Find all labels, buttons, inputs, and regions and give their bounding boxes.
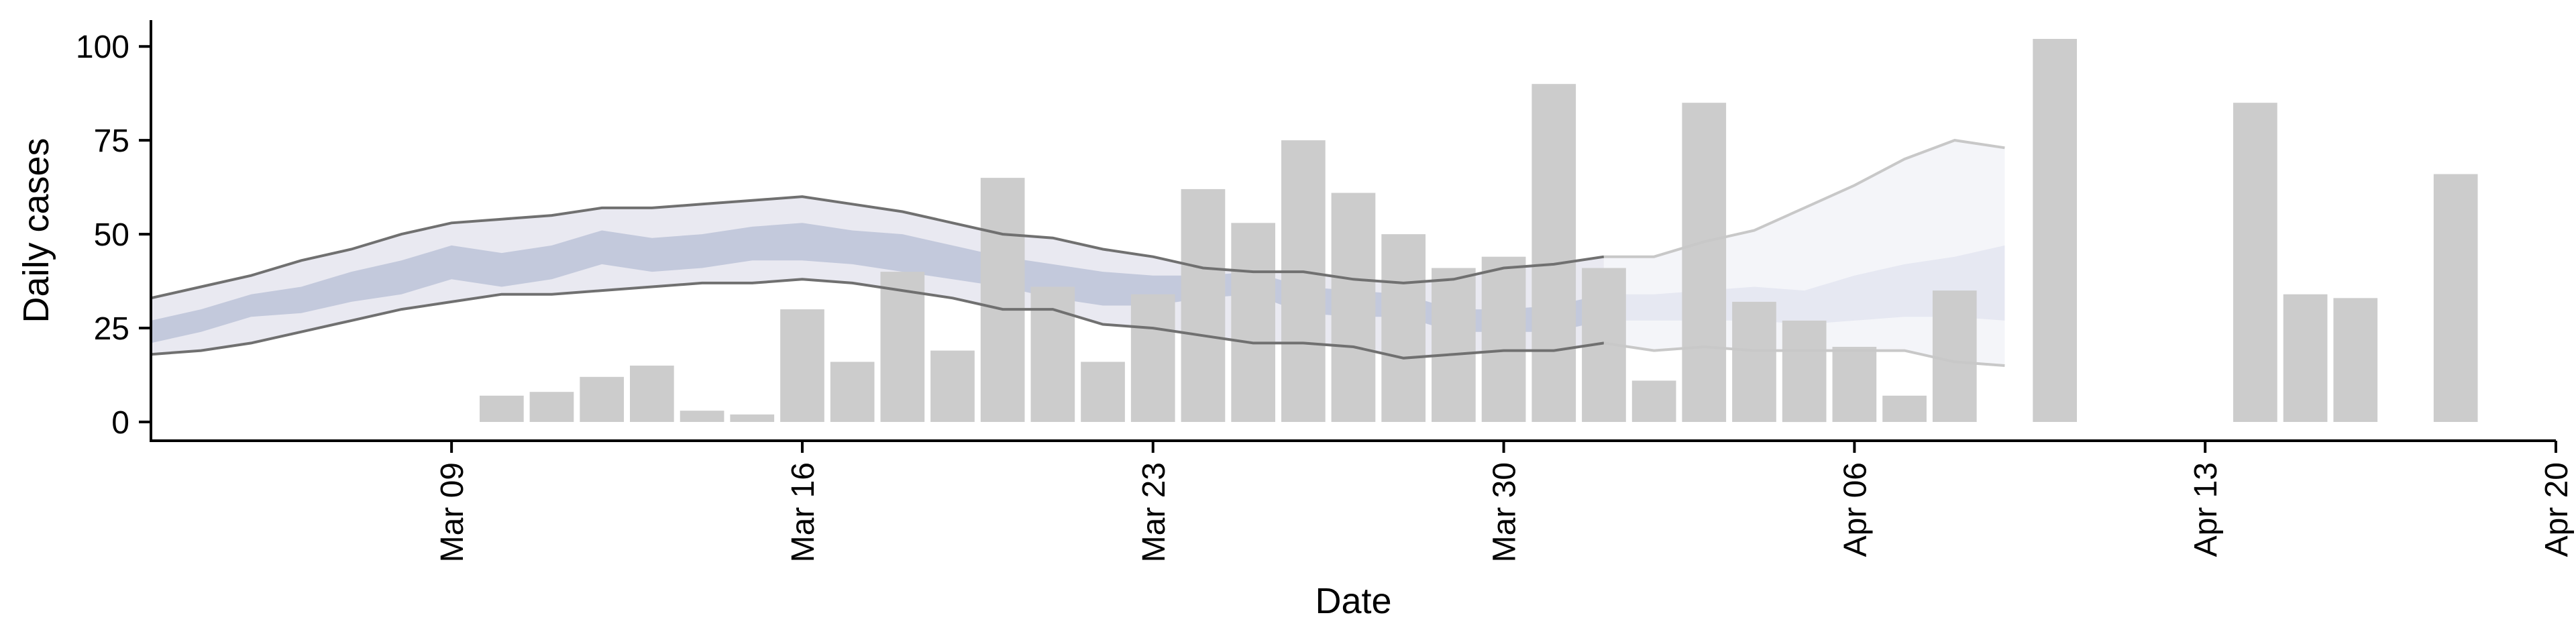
bar xyxy=(1832,347,1877,422)
bar xyxy=(1481,256,1526,422)
y-tick-label: 75 xyxy=(94,123,129,159)
x-tick-label: Mar 16 xyxy=(786,462,821,562)
bar xyxy=(830,362,875,422)
bound-lines xyxy=(150,139,2005,367)
x-tick-label: Mar 09 xyxy=(435,462,470,562)
bar xyxy=(1130,294,1175,422)
bar xyxy=(1682,103,1727,422)
x-tick-label: Mar 30 xyxy=(1487,462,1523,562)
bar xyxy=(930,350,975,422)
lower-bound-line-forecast xyxy=(1603,341,2005,367)
bar xyxy=(1231,223,1275,422)
bar xyxy=(1181,189,1226,422)
bar xyxy=(1631,380,1676,422)
y-axis-ticks: 0 25 50 75 100 xyxy=(76,30,151,441)
y-tick-label: 100 xyxy=(76,30,129,65)
bar xyxy=(2033,39,2077,422)
x-tick-label: Mar 23 xyxy=(1136,462,1172,562)
bar xyxy=(1281,140,1326,422)
bar xyxy=(1782,320,1827,423)
x-axis-title: Date xyxy=(1315,581,1391,621)
x-tick-label: Apr 20 xyxy=(2539,462,2575,557)
bar xyxy=(529,392,574,422)
inner-band-observed xyxy=(151,223,1604,343)
x-tick-label: Apr 13 xyxy=(2188,462,2224,557)
bar xyxy=(1081,362,1125,422)
bar xyxy=(630,366,674,422)
bar xyxy=(880,272,925,422)
bar xyxy=(1732,301,1776,422)
daily-case-bars xyxy=(480,39,2478,423)
y-tick-label: 0 xyxy=(111,405,129,441)
bar xyxy=(1030,286,1075,422)
bar xyxy=(1532,84,1576,422)
bar xyxy=(1432,268,1476,422)
lower-bound-line xyxy=(150,278,1605,360)
axes xyxy=(150,20,2556,442)
bar xyxy=(1882,395,1927,422)
x-tick-label: Apr 06 xyxy=(1837,462,1873,557)
bar xyxy=(2233,103,2277,422)
bar xyxy=(780,309,824,422)
bar xyxy=(680,411,724,422)
y-tick-label: 25 xyxy=(94,311,129,347)
bar xyxy=(1381,234,1426,422)
uncertainty-bands xyxy=(151,140,2005,366)
bar xyxy=(2333,298,2378,422)
bar xyxy=(2433,174,2478,422)
upper-bound-line xyxy=(150,195,1605,300)
bar xyxy=(580,376,624,422)
x-axis-ticks: Mar 09 Mar 16 Mar 23 Mar 30 Apr 06 Apr 13 Apr … xyxy=(435,441,2575,562)
bar xyxy=(1932,290,1977,422)
bar xyxy=(480,395,524,422)
bar xyxy=(730,414,775,422)
bar xyxy=(1331,193,1376,422)
upper-bound-line-forecast xyxy=(1603,139,2005,258)
bar xyxy=(2283,294,2328,422)
y-tick-label: 50 xyxy=(94,217,129,253)
y-axis-title: Daily cases xyxy=(16,138,56,323)
bar xyxy=(980,178,1025,422)
